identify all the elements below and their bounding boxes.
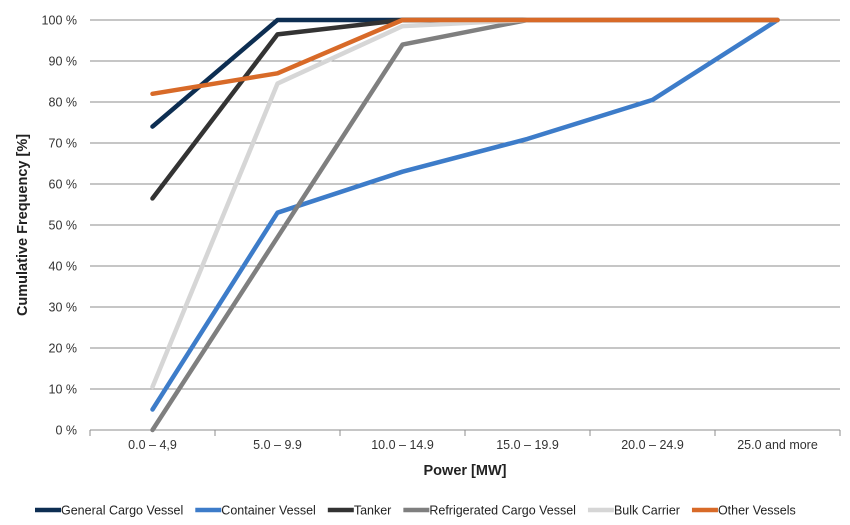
- series-lines: [150, 17, 780, 433]
- series-line-other-vessels: [150, 17, 780, 97]
- x-tick-label: 5.0 – 9.9: [253, 438, 302, 452]
- y-tick-label: 50 %: [49, 219, 78, 233]
- y-tick-label: 40 %: [49, 260, 78, 274]
- y-tick-label: 20 %: [49, 342, 78, 356]
- x-tick-label: 10.0 – 14.9: [371, 438, 434, 452]
- legend-label: Other Vessels: [718, 504, 796, 518]
- y-tick-label: 90 %: [49, 55, 78, 69]
- y-tick-label: 30 %: [49, 301, 78, 315]
- legend-label: General Cargo Vessel: [61, 504, 183, 518]
- legend-label: Tanker: [354, 504, 392, 518]
- x-axis-title: Power [MW]: [424, 463, 507, 479]
- y-tick-label: 70 %: [49, 137, 78, 151]
- x-tick-label: 15.0 – 19.9: [496, 438, 559, 452]
- y-tick-label: 10 %: [49, 383, 78, 397]
- series-line-container-vessel: [150, 17, 780, 412]
- y-axis-ticks: 0 % 10 % 20 % 30 % 40 % 50 % 60 % 70 % 80 % 90 % 1…: [42, 14, 77, 438]
- x-tick-label: 20.0 – 24.9: [621, 438, 684, 452]
- legend-label: Container Vessel: [221, 504, 316, 518]
- y-tick-label: 100 %: [42, 14, 77, 28]
- legend-label: Refrigerated Cargo Vessel: [429, 504, 576, 518]
- y-axis-title: Cumulative Frequency [%]: [15, 134, 31, 316]
- x-tick-label: 0.0 – 4,9: [128, 438, 177, 452]
- y-tick-label: 80 %: [49, 96, 78, 110]
- x-axis-ticks: 0.0 – 4,9 5.0 – 9.9 10.0 – 14.9 15.0 – 19.9…: [89, 430, 841, 452]
- legend: General Cargo Vessel Container Vessel Tank…: [35, 504, 796, 518]
- x-tick-label: 25.0 and more: [737, 438, 818, 452]
- legend-label: Bulk Carrier: [614, 504, 680, 518]
- y-tick-label: 60 %: [49, 178, 78, 192]
- y-tick-label: 0 %: [55, 424, 77, 438]
